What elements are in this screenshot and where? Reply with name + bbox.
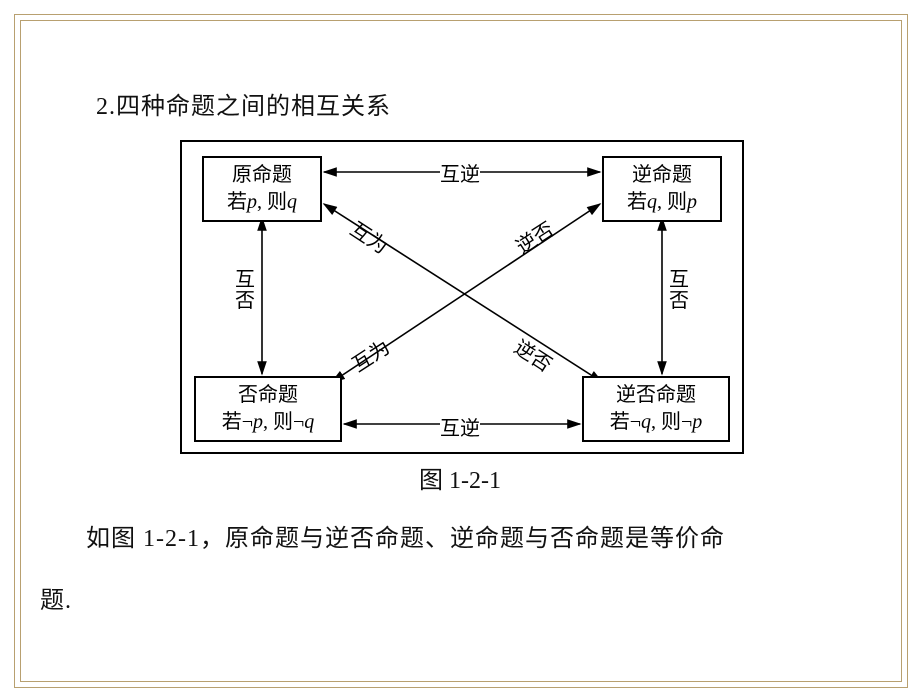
node-formula: 若q, 则p: [610, 189, 714, 216]
node-converse: 逆命题 若q, 则p: [602, 156, 722, 222]
edge-label-left: 互否: [234, 270, 256, 312]
node-formula: 若¬q, 则¬p: [590, 409, 722, 436]
node-title: 逆命题: [610, 162, 714, 189]
proposition-diagram: 原命题 若p, 则q 逆命题 若q, 则p 否命题 若¬p, 则¬q 逆否命题 …: [180, 140, 744, 454]
caption-line-1: 如图 1-2-1，原命题与逆否命题、逆命题与否命题是等价命: [86, 512, 725, 567]
node-title: 否命题: [202, 382, 334, 409]
node-contrapositive: 逆否命题 若¬q, 则¬p: [582, 376, 730, 442]
node-original: 原命题 若p, 则q: [202, 156, 322, 222]
node-title: 逆否命题: [590, 382, 722, 409]
edge-label-top: 互逆: [440, 158, 480, 187]
node-formula: 若p, 则q: [210, 189, 314, 216]
node-title: 原命题: [210, 162, 314, 189]
section-heading: 2.四种命题之间的相互关系: [96, 86, 391, 121]
caption-line-2: 题.: [40, 580, 72, 615]
edge-label-bottom: 互逆: [440, 412, 480, 441]
edge-label-right: 互否: [668, 270, 690, 312]
node-inverse: 否命题 若¬p, 则¬q: [194, 376, 342, 442]
node-formula: 若¬p, 则¬q: [202, 409, 334, 436]
figure-label: 图 1-2-1: [0, 460, 920, 495]
page-content: 2.四种命题之间的相互关系: [0, 0, 920, 700]
